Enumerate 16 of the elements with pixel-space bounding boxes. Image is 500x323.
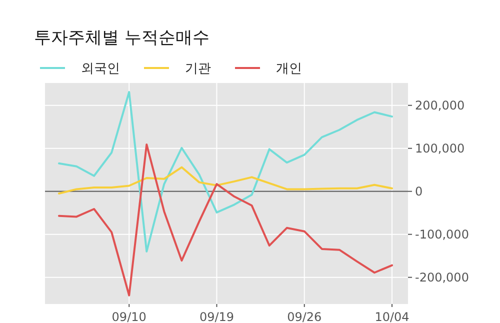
x-tick-label: 09/19 xyxy=(199,310,234,323)
y-tick-label: -200,000 xyxy=(415,270,469,284)
line-series xyxy=(58,166,393,194)
legend-label: 외국인 xyxy=(81,62,120,76)
line-series xyxy=(58,143,393,296)
y-tick-label: 200,000 xyxy=(415,98,465,112)
chart-title: 투자주체별 누적순매수 xyxy=(34,28,210,48)
x-tick-label: 09/10 xyxy=(112,310,146,323)
y-tick-label: 100,000 xyxy=(415,141,465,156)
legend-label: 개인 xyxy=(276,62,302,76)
x-tick-label: 09/26 xyxy=(287,310,322,323)
legend-label: 기관 xyxy=(185,62,211,76)
line-series xyxy=(58,91,393,253)
y-tick-label: 0 xyxy=(415,184,423,198)
y-tick-label: -100,000 xyxy=(415,227,469,242)
x-tick-label: 10/04 xyxy=(374,310,410,323)
